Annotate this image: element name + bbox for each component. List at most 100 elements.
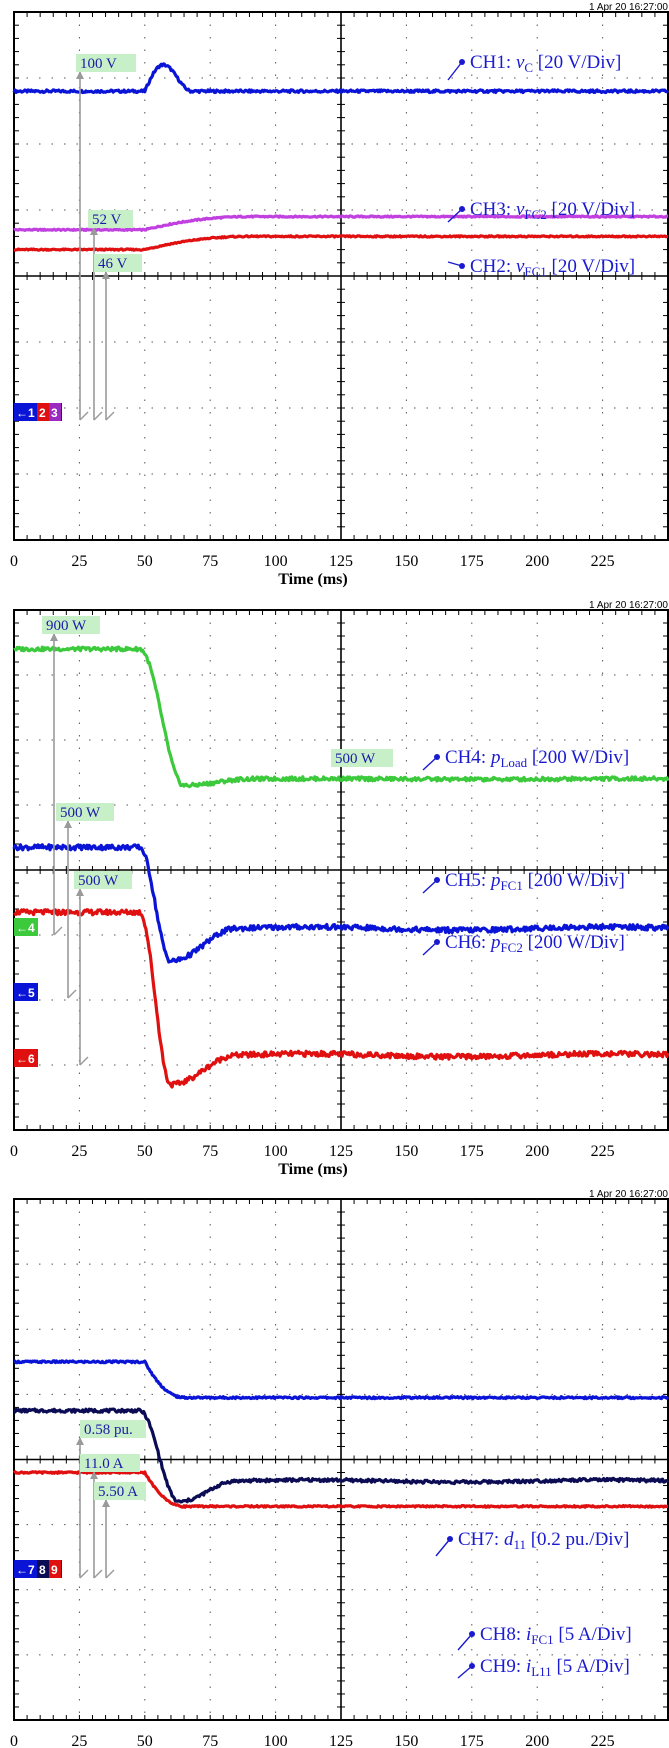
x-tick-label: 25 (71, 1733, 87, 1748)
marker-bg (14, 918, 38, 936)
x-axis-title: Time (ms) (278, 571, 347, 588)
annotation-bg (94, 254, 142, 272)
marker-arrow-icon: ← (16, 1052, 28, 1066)
label-dot (469, 1663, 475, 1669)
x-tick-label: 0 (10, 1143, 18, 1160)
series-label-ch9: CH9: iL11 [5 A/Div] (480, 1656, 630, 1679)
label-leader (435, 1538, 451, 1557)
marker-digit: 5 (28, 986, 35, 1000)
marker-digit: 7 (28, 1563, 35, 1577)
series-label-ch6: CH6: pFC2 [200 W/Div] (445, 932, 625, 955)
channel-marker: ← 6 (14, 1049, 38, 1067)
x-tick-label: 150 (394, 1733, 418, 1748)
marker-digit-bg (37, 403, 49, 421)
annotation-bg (80, 1454, 140, 1472)
annotation-arrow-head (90, 227, 98, 235)
series-label-ch5: CH5: pFC1 [200 W/Div] (445, 870, 625, 893)
x-tick-label: 0 (10, 553, 18, 570)
annotation-label: 46 V (98, 256, 127, 272)
annotation-bg (331, 749, 393, 767)
label-dot (447, 1536, 453, 1542)
x-axis-title: Time (ms) (278, 1161, 347, 1178)
trace-ch9 (12, 1470, 669, 1509)
marker-arrow-icon: ← (16, 1563, 28, 1577)
scope-panel-2: 1 Apr 20 16:27:00 0 25 50 75 100 125 150 175 200 2… (10, 600, 669, 1178)
x-tick-label: 0 (10, 1733, 18, 1748)
x-tick-label: 150 (394, 553, 418, 570)
label-leader (422, 756, 438, 771)
label-leader (422, 879, 438, 894)
annotation-bg (42, 616, 100, 634)
label-dot (434, 877, 440, 883)
annotation-label: 0.58 pu. (84, 1422, 133, 1438)
annotation-arrow-head (76, 888, 84, 896)
annotation-bg (56, 803, 114, 821)
trace-ch4 (13, 645, 669, 789)
x-tick-label: 200 (525, 553, 549, 570)
annotation-arrow-head (50, 633, 58, 641)
x-tick-label: 225 (591, 553, 615, 570)
label-leader (447, 208, 463, 223)
annotation-arrow-head (90, 1471, 98, 1479)
annotation-bg (80, 1420, 146, 1438)
annotation-arrow-tail (105, 1569, 115, 1579)
series-label-ch8: CH8: iFC1 [5 A/Div] (480, 1624, 632, 1647)
annotation-arrow-head (64, 820, 72, 828)
annotation-bg (94, 1482, 146, 1500)
channel-marker: ← 4 (14, 918, 38, 936)
annotation-arrow-tail (67, 989, 77, 999)
annotation-label: 500 W (60, 805, 101, 821)
label-leader (457, 1665, 473, 1679)
marker-digit: 3 (51, 406, 58, 420)
annotation-arrow-tail (79, 1569, 89, 1579)
label-leader (422, 941, 438, 956)
x-tick-label: 225 (591, 1143, 615, 1160)
x-tick-label: 75 (202, 1733, 218, 1748)
x-tick-label: 175 (460, 1143, 484, 1160)
x-tick-label: 75 (202, 1143, 218, 1160)
marker-arrow-icon: ← (16, 406, 28, 420)
x-tick-label: 75 (202, 553, 218, 570)
marker-digit: 1 (28, 406, 35, 420)
marker-digit: 2 (39, 406, 46, 420)
label-dot (469, 1631, 475, 1637)
label-dot (434, 754, 440, 760)
annotation-label: 11.0 A (84, 1456, 124, 1472)
trace-ch8 (13, 1407, 669, 1504)
marker-bg (14, 983, 38, 1001)
x-tick-label: 225 (591, 1733, 615, 1748)
x-tick-label: 200 (525, 1733, 549, 1748)
annotation-arrow-tail (79, 411, 89, 421)
marker-digit: 6 (28, 1052, 35, 1066)
x-tick-label: 50 (137, 1143, 153, 1160)
channel-marker: ← 5 (14, 983, 38, 1001)
annotation-arrow-tail (53, 926, 63, 936)
annotation-label: 52 V (92, 212, 121, 228)
trace-ch6 (13, 908, 669, 1089)
series-label-ch1: CH1: vC [20 V/Div] (470, 52, 621, 75)
annotation-bg (88, 210, 133, 228)
marker-digit: 8 (39, 1563, 46, 1577)
series-label-ch2: CH2: vFC1 [20 V/Div] (470, 256, 635, 279)
trace-ch7 (13, 1359, 669, 1401)
annotation-label: 500 W (335, 751, 376, 767)
x-tick-label: 125 (329, 553, 353, 570)
annotation-arrow-tail (93, 411, 103, 421)
timestamp-label: 1 Apr 20 16:27:00 (589, 2, 668, 13)
marker-digit-bg (37, 1560, 49, 1578)
marker-arrow-icon: ← (16, 986, 28, 1000)
label-dot (459, 59, 465, 65)
x-tick-label: 125 (329, 1733, 353, 1748)
annotation-arrow-tail (79, 1056, 89, 1066)
annotation-arrow-head (76, 1437, 84, 1445)
trace-ch3 (13, 214, 669, 233)
annotation-label: 100 V (80, 56, 117, 72)
x-tick-label: 200 (525, 1143, 549, 1160)
annotation-arrow-head (76, 71, 84, 79)
marker-digit: 4 (28, 921, 35, 935)
annotation-label: 500 W (78, 873, 119, 889)
x-tick-label: 50 (137, 1733, 153, 1748)
x-tick-label: 25 (71, 553, 87, 570)
annotation-arrow-head (102, 1499, 110, 1507)
x-tick-label: 50 (137, 553, 153, 570)
